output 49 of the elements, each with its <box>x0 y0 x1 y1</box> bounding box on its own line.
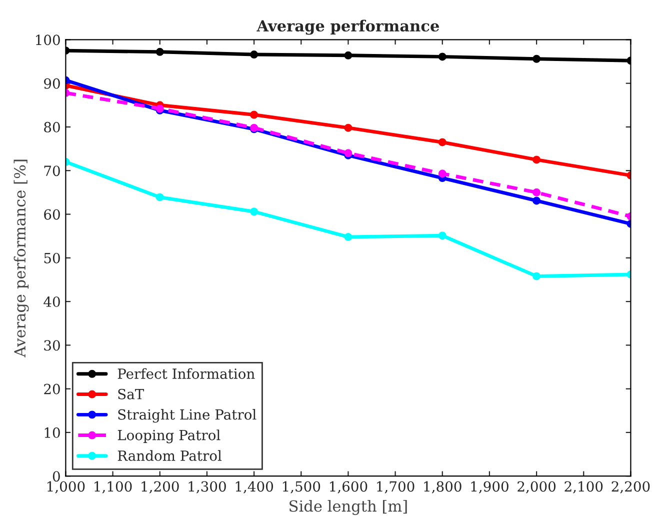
x-tick-label: 1,700 <box>377 481 414 494</box>
y-tick-label: 60 <box>44 209 60 220</box>
point <box>438 138 446 146</box>
y-tick-label: 90 <box>44 78 60 89</box>
x-tick-label: 1,000 <box>48 481 85 494</box>
point <box>156 193 164 202</box>
legend-label: SaT <box>118 388 144 400</box>
y-tick-label: 30 <box>44 340 60 351</box>
point <box>532 156 541 164</box>
x-tick-label: 1,900 <box>471 481 508 494</box>
legend-label: Straight Line Patrol <box>118 408 256 423</box>
point <box>250 50 258 59</box>
chart-title: Average performance <box>256 20 439 35</box>
y-tick-label: 80 <box>44 122 60 132</box>
point <box>438 232 446 240</box>
x-tick-label: 2,000 <box>518 481 556 494</box>
point <box>438 170 446 178</box>
y-tick-label: 20 <box>44 384 60 394</box>
x-axis-title: Side length [m] <box>290 500 407 515</box>
x-tick-label: 1,800 <box>424 481 462 494</box>
point <box>438 52 446 61</box>
point <box>344 51 352 60</box>
point <box>532 188 541 196</box>
x-tick-label: 2,100 <box>564 481 603 494</box>
legend-label: Random Patrol <box>118 450 222 461</box>
point <box>532 196 541 205</box>
point <box>344 232 352 241</box>
y-tick-label: 40 <box>44 296 60 308</box>
x-tick-label: 1,400 <box>236 481 273 494</box>
point <box>344 124 352 132</box>
x-tick-label: 1,500 <box>282 481 320 494</box>
point <box>532 54 541 63</box>
x-tick-label: 2,200 <box>612 481 650 494</box>
x-tick-label: 1,600 <box>330 481 368 494</box>
legend-label: Perfect Information <box>118 368 255 379</box>
point <box>250 110 258 119</box>
point <box>532 272 541 280</box>
y-tick-label: 100 <box>36 34 60 46</box>
y-tick-label: 0 <box>52 471 60 482</box>
point <box>156 48 164 56</box>
x-tick-label: 1,100 <box>94 481 132 494</box>
y-axis-title: Average performance [%] <box>14 160 29 358</box>
x-tick-label: 1,200 <box>142 481 179 494</box>
legend-label: Looping Patrol <box>118 430 220 444</box>
y-tick-label: 50 <box>44 252 60 264</box>
y-tick-label: 70 <box>44 166 60 176</box>
y-tick-label: 10 <box>44 427 60 438</box>
point <box>250 208 258 216</box>
x-tick-label: 1,300 <box>188 481 226 494</box>
